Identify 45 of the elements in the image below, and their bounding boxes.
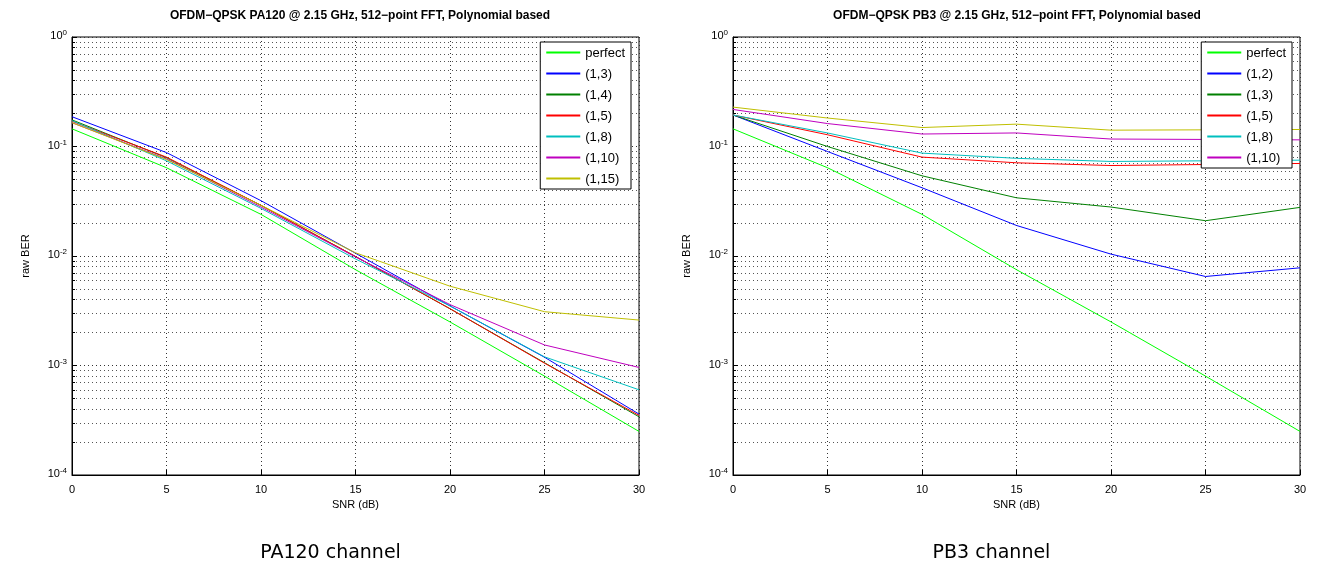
legend-label: perfect — [1246, 45, 1287, 60]
x-axis-title: SNR (dB) — [992, 498, 1041, 511]
x-tick-label: 15 — [1010, 482, 1023, 495]
x-tick-label: 30 — [1293, 482, 1307, 495]
legend-label: (1,10) — [1246, 150, 1281, 165]
legend-label: (1,3) — [585, 66, 612, 81]
legend-label: (1,5) — [585, 108, 612, 123]
x-tick-label: 5 — [163, 482, 170, 495]
y-tick-label: 10$^{-4}$ — [47, 465, 67, 480]
y-tick-label: 10$^{-3}$ — [708, 356, 728, 370]
x-tick-label: 25 — [1199, 482, 1212, 495]
legend-label: (1,3) — [1246, 87, 1273, 102]
y-tick-label: 10$^{-1}$ — [708, 137, 728, 151]
y-tick-label: 10$^{-2}$ — [47, 246, 67, 261]
legend-label: (1,8) — [1246, 129, 1273, 144]
y-tick-label: 10$^{0}$ — [711, 27, 728, 42]
y-axis-title: raw BER — [679, 234, 692, 278]
chart-title: OFDM−QPSK PA120 @ 2.15 GHz, 512−point FFT, Polynomial based — [169, 8, 551, 22]
x-tick-label: 0 — [68, 482, 76, 495]
legend-label: perfect — [585, 45, 626, 60]
y-axis-title: raw BER — [18, 234, 31, 278]
legend-label: (1,5) — [1246, 108, 1273, 123]
chart-title: OFDM−QPSK PB3 @ 2.15 GHz, 512−point FFT, Polynomial based — [833, 8, 1201, 22]
legend-label: (1,10) — [585, 150, 620, 165]
legend-label: (1,8) — [585, 129, 612, 144]
legend-label: (1,2) — [1246, 66, 1273, 81]
text: PB3 channel — [932, 539, 1051, 562]
text: PA120 channel — [260, 539, 401, 562]
x-tick-label: 20 — [1104, 482, 1118, 495]
legend-label: (1,4) — [585, 87, 612, 102]
y-tick-label: 10$^{-4}$ — [708, 465, 728, 480]
y-tick-label: 10$^{-2}$ — [708, 246, 728, 261]
x-tick-label: 30 — [632, 482, 646, 495]
x-tick-label: 15 — [349, 482, 362, 495]
x-tick-label: 10 — [254, 482, 268, 495]
x-tick-label: 5 — [824, 482, 831, 495]
y-tick-label: 10$^{-3}$ — [47, 356, 67, 370]
x-tick-label: 10 — [915, 482, 929, 495]
legend-label: (1,15) — [585, 171, 620, 186]
x-tick-label: 20 — [443, 482, 457, 495]
x-tick-label: 0 — [729, 482, 737, 495]
x-axis-title: SNR (dB) — [331, 498, 380, 511]
y-tick-label: 10$^{0}$ — [50, 27, 67, 42]
y-tick-label: 10$^{-1}$ — [47, 137, 67, 151]
x-tick-label: 25 — [538, 482, 551, 495]
